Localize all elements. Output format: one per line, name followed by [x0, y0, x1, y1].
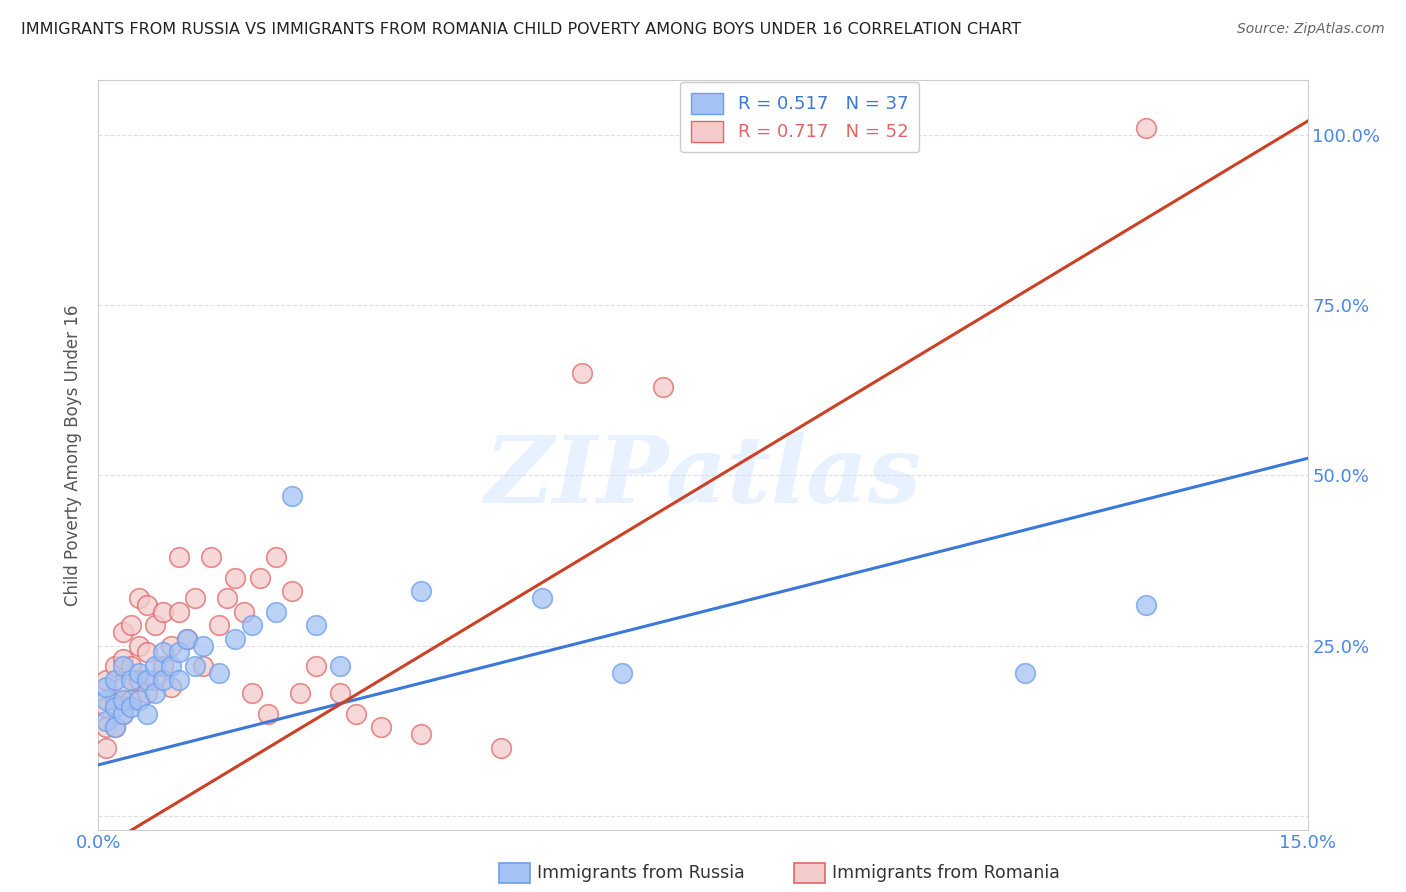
Point — [176, 632, 198, 646]
Point — [128, 673, 150, 687]
Point — [111, 680, 134, 694]
Point — [96, 680, 118, 694]
Point — [111, 652, 134, 666]
Point — [305, 659, 328, 673]
Point — [103, 673, 125, 687]
Legend: R = 0.517   N = 37, R = 0.717   N = 52: R = 0.517 N = 37, R = 0.717 N = 52 — [681, 82, 920, 153]
Point — [184, 591, 207, 605]
Point — [853, 120, 876, 135]
Point — [305, 618, 328, 632]
Point — [264, 605, 287, 619]
Point — [111, 706, 134, 721]
Point — [135, 706, 157, 721]
Point — [208, 618, 231, 632]
Point — [167, 673, 190, 687]
Point — [160, 659, 183, 673]
Point — [249, 570, 271, 584]
Point — [135, 686, 157, 700]
Point — [1135, 598, 1157, 612]
Point — [224, 570, 246, 584]
Point — [240, 618, 263, 632]
Point — [530, 591, 553, 605]
Point — [651, 380, 673, 394]
Point — [167, 605, 190, 619]
Point — [344, 706, 367, 721]
Point — [103, 659, 125, 673]
Point — [120, 659, 142, 673]
Text: IMMIGRANTS FROM RUSSIA VS IMMIGRANTS FROM ROMANIA CHILD POVERTY AMONG BOYS UNDER: IMMIGRANTS FROM RUSSIA VS IMMIGRANTS FRO… — [21, 22, 1021, 37]
Y-axis label: Child Poverty Among Boys Under 16: Child Poverty Among Boys Under 16 — [65, 304, 83, 606]
Point — [120, 673, 142, 687]
Text: Immigrants from Romania: Immigrants from Romania — [832, 864, 1060, 882]
Point — [1135, 120, 1157, 135]
Point — [143, 618, 166, 632]
Point — [167, 645, 190, 659]
Point — [281, 489, 304, 503]
Point — [135, 598, 157, 612]
Point — [193, 639, 215, 653]
Point — [96, 714, 118, 728]
Point — [224, 632, 246, 646]
Point — [135, 645, 157, 659]
Text: Source: ZipAtlas.com: Source: ZipAtlas.com — [1237, 22, 1385, 37]
Point — [152, 605, 174, 619]
Point — [103, 700, 125, 714]
Point — [160, 639, 183, 653]
Point — [128, 693, 150, 707]
Point — [370, 720, 392, 734]
Point — [152, 645, 174, 659]
Point — [103, 693, 125, 707]
Point — [217, 591, 239, 605]
Point — [143, 659, 166, 673]
Text: ZIPatlas: ZIPatlas — [485, 433, 921, 523]
Point — [256, 706, 278, 721]
Point — [143, 673, 166, 687]
Point — [103, 720, 125, 734]
Point — [571, 366, 593, 380]
Point — [160, 680, 183, 694]
Point — [120, 618, 142, 632]
Point — [135, 673, 157, 687]
Point — [96, 700, 118, 714]
Point — [96, 673, 118, 687]
Point — [184, 659, 207, 673]
Point — [96, 720, 118, 734]
Point — [1014, 665, 1036, 680]
Point — [96, 740, 118, 755]
Point — [176, 632, 198, 646]
Point — [111, 693, 134, 707]
Point — [96, 693, 118, 707]
Point — [329, 686, 352, 700]
Point — [281, 584, 304, 599]
Point — [111, 625, 134, 640]
Point — [491, 740, 513, 755]
Point — [240, 686, 263, 700]
Point — [143, 686, 166, 700]
Point — [111, 659, 134, 673]
Point — [288, 686, 311, 700]
Point — [264, 550, 287, 565]
Point — [120, 693, 142, 707]
Point — [409, 727, 432, 741]
Point — [193, 659, 215, 673]
Point — [200, 550, 222, 565]
Point — [208, 665, 231, 680]
Point — [128, 665, 150, 680]
Point — [167, 550, 190, 565]
Text: Immigrants from Russia: Immigrants from Russia — [537, 864, 745, 882]
Point — [128, 591, 150, 605]
Point — [232, 605, 254, 619]
Point — [409, 584, 432, 599]
Point — [120, 700, 142, 714]
Point — [152, 659, 174, 673]
Point — [152, 673, 174, 687]
Point — [128, 639, 150, 653]
Point — [612, 665, 634, 680]
Point — [111, 706, 134, 721]
Point — [329, 659, 352, 673]
Point — [103, 720, 125, 734]
